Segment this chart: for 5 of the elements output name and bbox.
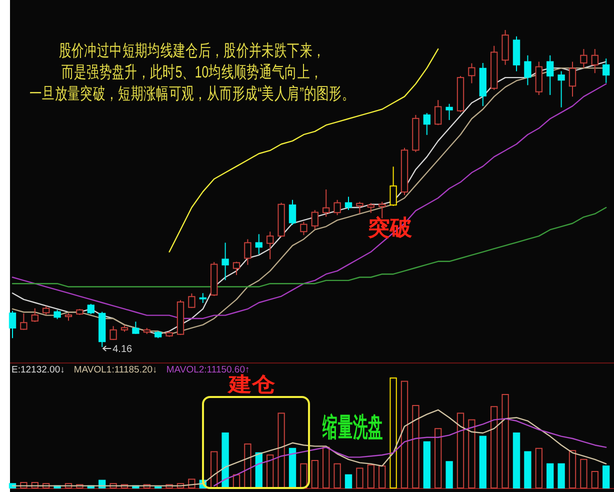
annotation: 建仓	[228, 372, 276, 396]
annotation: E:12132.00↓	[12, 364, 65, 376]
annotation: 4.16	[112, 344, 132, 355]
annotation: 股价冲过中短期均线建仓后，股价并未跌下来，而是强势盘升，此时5、10均线顺势通气向上，一旦放量突破，短期涨幅可观，从而形成“美人肩”的图形。	[29, 42, 355, 104]
annotation: 缩量洗盘	[322, 412, 384, 442]
